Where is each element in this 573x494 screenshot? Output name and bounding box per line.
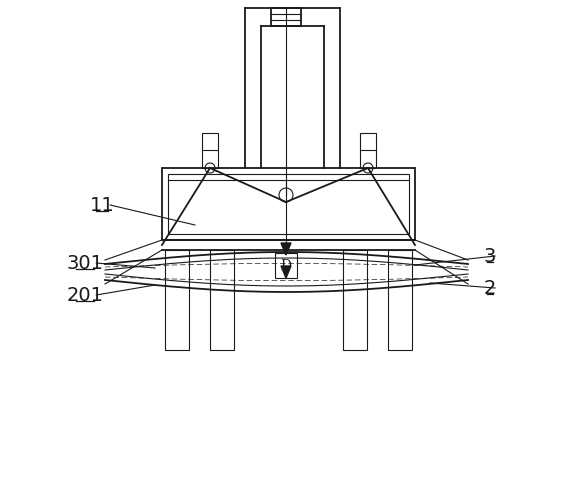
- Polygon shape: [281, 266, 291, 278]
- Bar: [162, 168, 415, 240]
- Bar: [343, 250, 367, 350]
- Text: 2: 2: [484, 279, 496, 297]
- Bar: [210, 250, 234, 350]
- Bar: [271, 8, 301, 26]
- Text: 301: 301: [66, 253, 104, 273]
- Bar: [275, 253, 297, 278]
- Bar: [360, 133, 376, 168]
- Text: 3: 3: [484, 247, 496, 265]
- Text: 201: 201: [66, 286, 104, 304]
- Bar: [165, 250, 189, 350]
- Text: D: D: [281, 258, 292, 273]
- Bar: [388, 250, 412, 350]
- Polygon shape: [281, 243, 291, 255]
- Text: 11: 11: [89, 196, 115, 214]
- Bar: [202, 133, 218, 168]
- Bar: [168, 174, 409, 234]
